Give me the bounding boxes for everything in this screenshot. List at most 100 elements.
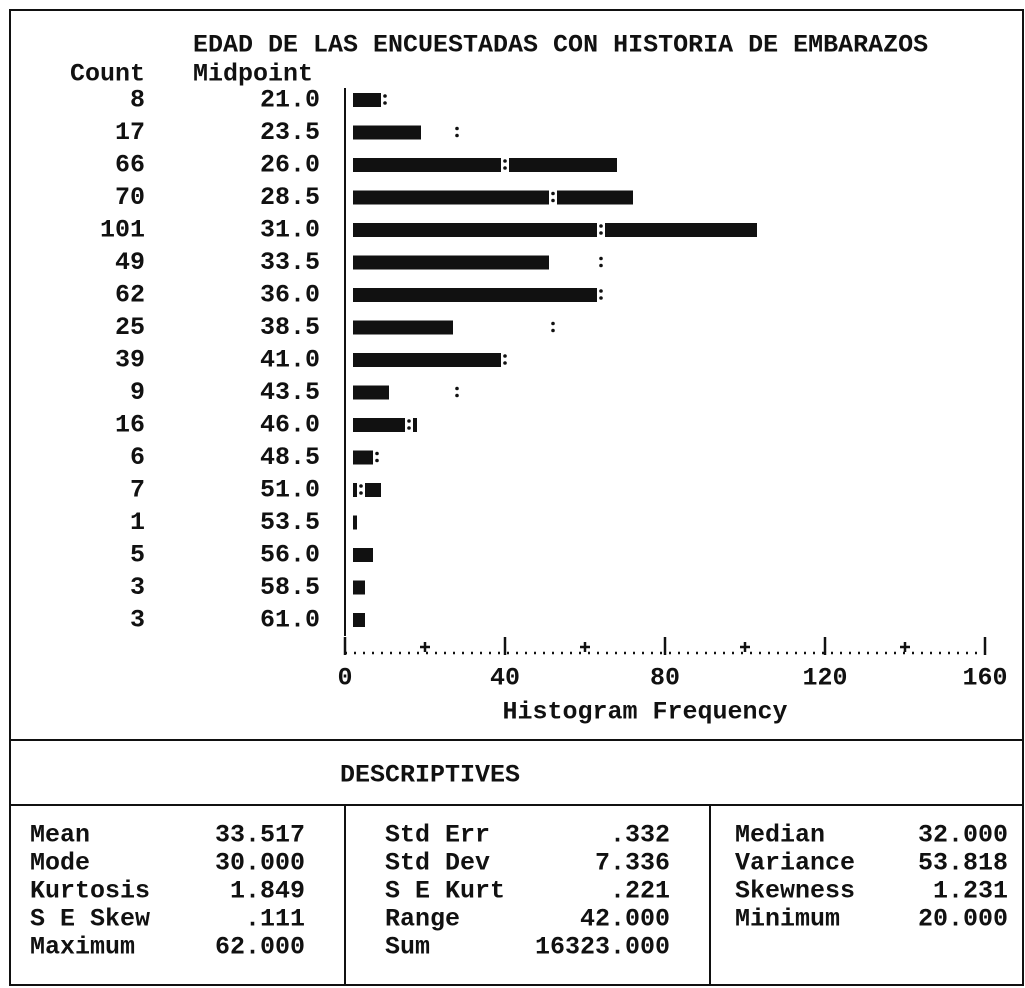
x-tick-label: 120 — [802, 664, 847, 693]
curve-gap — [453, 383, 461, 402]
midpoint-label: 26.0 — [260, 151, 320, 180]
stat-name: Minimum — [735, 905, 840, 934]
stat-name: Std Err — [385, 821, 490, 850]
curve-gap — [501, 351, 509, 369]
count-label: 9 — [130, 378, 145, 407]
count-header: Count — [70, 60, 145, 89]
midpoint-label: 46.0 — [260, 411, 320, 440]
normal-curve-dot — [503, 166, 507, 170]
curve-gap — [501, 156, 509, 174]
stat-name: Sum — [385, 933, 430, 962]
count-label: 70 — [115, 183, 145, 212]
bar — [353, 288, 601, 302]
midpoint-label: 23.5 — [260, 118, 320, 147]
count-label: 17 — [115, 118, 145, 147]
stat-name: Std Dev — [385, 849, 490, 878]
normal-curve-dot — [599, 224, 603, 228]
count-label: 7 — [130, 476, 145, 505]
stat-value: 62.000 — [215, 933, 305, 962]
x-tick-label: 0 — [337, 664, 352, 693]
bar — [353, 158, 617, 172]
stat-value: .111 — [245, 905, 305, 934]
normal-curve-dot — [375, 458, 379, 463]
bar — [353, 385, 389, 400]
stat-value: 1.231 — [933, 877, 1008, 906]
curve-gap — [405, 416, 413, 434]
bar — [353, 450, 377, 465]
midpoint-label: 53.5 — [260, 508, 320, 537]
normal-curve-dot — [375, 451, 379, 456]
count-label: 62 — [115, 281, 145, 310]
normal-curve-dot — [551, 191, 555, 196]
count-label: 39 — [115, 346, 145, 375]
midpoint-label: 48.5 — [260, 443, 320, 472]
count-label: 6 — [130, 443, 145, 472]
midpoint-label: 41.0 — [260, 346, 320, 375]
normal-curve-dot — [359, 484, 363, 488]
bar — [353, 515, 357, 530]
x-tick-label: 160 — [962, 664, 1007, 693]
count-label: 8 — [130, 86, 145, 115]
curve-gap — [597, 286, 605, 304]
stat-value: .221 — [610, 877, 670, 906]
count-label: 49 — [115, 248, 145, 277]
count-label: 25 — [115, 313, 145, 342]
normal-curve-dot — [383, 94, 387, 98]
midpoint-label: 56.0 — [260, 541, 320, 570]
x-tick-label: 40 — [490, 664, 520, 693]
curve-gap — [597, 253, 605, 272]
normal-curve-dot — [503, 361, 507, 365]
frame — [9, 9, 1024, 986]
curve-gap — [357, 481, 365, 499]
count-label: 3 — [130, 573, 145, 602]
normal-curve-dot — [455, 126, 459, 131]
stat-name: Maximum — [30, 933, 135, 962]
stat-value: .332 — [610, 821, 670, 850]
midpoint-label: 51.0 — [260, 476, 320, 505]
normal-curve-dot — [455, 386, 459, 391]
x-axis-label: Histogram Frequency — [502, 698, 787, 727]
stat-value: 32.000 — [918, 821, 1008, 850]
midpoint-header: Midpoint — [193, 60, 313, 89]
midpoint-label: 36.0 — [260, 281, 320, 310]
midpoint-label: 33.5 — [260, 248, 320, 277]
stat-value: 1.849 — [230, 877, 305, 906]
count-label: 66 — [115, 151, 145, 180]
chart-title: EDAD DE LAS ENCUESTADAS CON HISTORIA DE … — [193, 31, 928, 60]
normal-curve-dot — [599, 256, 603, 261]
normal-curve-dot — [599, 296, 603, 300]
normal-curve-dot — [599, 289, 603, 293]
stat-name: Mean — [30, 821, 90, 850]
bar — [353, 353, 509, 367]
bar — [353, 580, 365, 595]
count-label: 101 — [100, 216, 145, 245]
normal-curve-dot — [503, 159, 507, 163]
count-label: 16 — [115, 411, 145, 440]
normal-curve-dot — [551, 328, 555, 333]
curve-gap — [549, 188, 557, 207]
stat-value: 16323.000 — [535, 933, 670, 962]
stat-value: 30.000 — [215, 849, 305, 878]
stat-name: Variance — [735, 849, 855, 878]
normal-curve-dot — [407, 419, 411, 423]
normal-curve-dot — [359, 491, 363, 495]
curve-gap — [373, 448, 381, 467]
normal-curve-dot — [503, 354, 507, 358]
bar — [353, 223, 757, 237]
stat-name: Median — [735, 821, 825, 850]
bar — [353, 125, 421, 140]
stat-name: Range — [385, 905, 460, 934]
normal-curve-dot — [551, 198, 555, 203]
count-label: 1 — [130, 508, 145, 537]
normal-curve-dot — [599, 231, 603, 235]
count-label: 3 — [130, 606, 145, 635]
stat-name: Skewness — [735, 877, 855, 906]
normal-curve-dot — [383, 101, 387, 105]
normal-curve-dot — [551, 321, 555, 326]
midpoint-label: 58.5 — [260, 573, 320, 602]
bar — [353, 93, 385, 107]
midpoint-label: 21.0 — [260, 86, 320, 115]
stat-value: 53.818 — [918, 849, 1008, 878]
curve-gap — [597, 221, 605, 239]
